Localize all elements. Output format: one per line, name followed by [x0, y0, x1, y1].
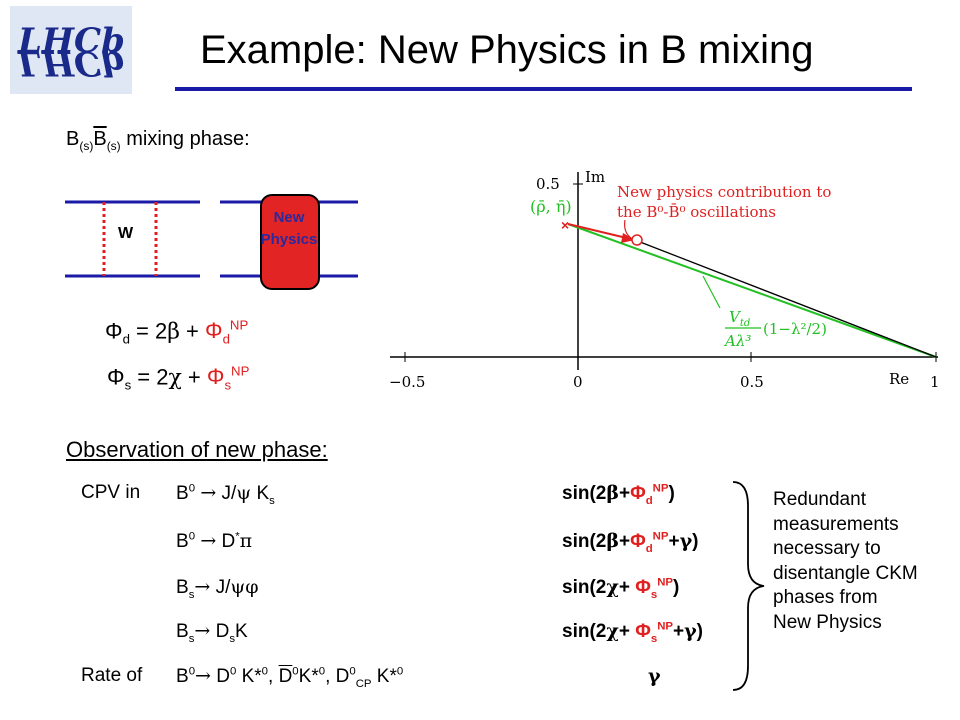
page-title: Example: New Physics in B mixing	[200, 28, 814, 72]
apex-marker: ×	[561, 217, 569, 233]
row-decay: B0→ D0 K*0, D0K*0, D0CP K*0	[176, 665, 404, 690]
logo-text: LHCb	[17, 21, 125, 61]
np-note-pointer	[624, 219, 632, 239]
tick-y-05: 0.5	[536, 175, 560, 193]
right-brace	[732, 481, 765, 691]
tick-x-0: 0	[573, 373, 583, 391]
w-label: W	[118, 225, 134, 242]
row-result: sin(2β+ΦdNP)	[562, 482, 675, 507]
row-decay: Bs→ J/ψφ	[176, 576, 259, 601]
row-decay: Bs→ DsK	[176, 620, 248, 645]
title-underline	[175, 87, 912, 91]
logo-text-mirror: LHCb	[17, 43, 125, 83]
np-note-line2: the B⁰-B̄⁰ oscillations	[617, 203, 776, 221]
row-lead-label: Rate of	[81, 665, 143, 686]
w-box-diagram	[65, 200, 200, 278]
phi-d-equation: Φd = 2β + ΦdNP	[105, 318, 249, 347]
frac-factor: (1−λ²/2)	[763, 320, 827, 338]
frac-denominator: Aλ³	[723, 332, 751, 350]
frac-numerator: Vtd	[729, 308, 750, 329]
row-result: γ	[648, 665, 661, 687]
black-side	[634, 239, 937, 358]
axis-label-im: Im	[585, 168, 605, 186]
mixing-heading: B(s)B(s) mixing phase:	[66, 128, 250, 153]
row-decay: B0 → J/ψ Ks	[176, 482, 275, 507]
row-result: sin(2χ+ ΦsNP+γ)	[562, 620, 703, 645]
unitarity-triangle-plot: −0.5 0 0.5 1 0.5 Re Im × (ρ̄, η̄) New ph…	[389, 168, 940, 391]
axis-label-re: Re	[889, 370, 909, 388]
row-decay: B0 → D*π	[176, 530, 253, 552]
row-lead-label: CPV in	[81, 482, 141, 503]
row-result: sin(2χ+ ΦsNP)	[562, 576, 680, 601]
phi-s-equation: Φs = 2χ + ΦsNP	[107, 364, 250, 393]
new-physics-label: New Physics	[260, 209, 318, 248]
tick-x-1: 1	[930, 373, 940, 391]
lhcb-logo: LHCb LHCb	[10, 6, 132, 94]
np-point	[631, 234, 643, 246]
observation-heading: Observation of new phase:	[66, 437, 328, 462]
green-side	[567, 223, 937, 358]
new-physics-blob	[260, 194, 320, 290]
tick-x-m05: −0.5	[389, 373, 425, 391]
row-result: sin(2β+ΦdNP+γ)	[562, 530, 699, 555]
rho-eta-label: (ρ̄, η̄)	[530, 197, 572, 216]
tick-x-05: 0.5	[740, 373, 764, 391]
green-label-pointer	[702, 275, 721, 309]
np-note-line1: New physics contribution to	[617, 183, 831, 201]
redundant-measurements-note: Redundant measurements necessary to dise…	[773, 489, 918, 633]
